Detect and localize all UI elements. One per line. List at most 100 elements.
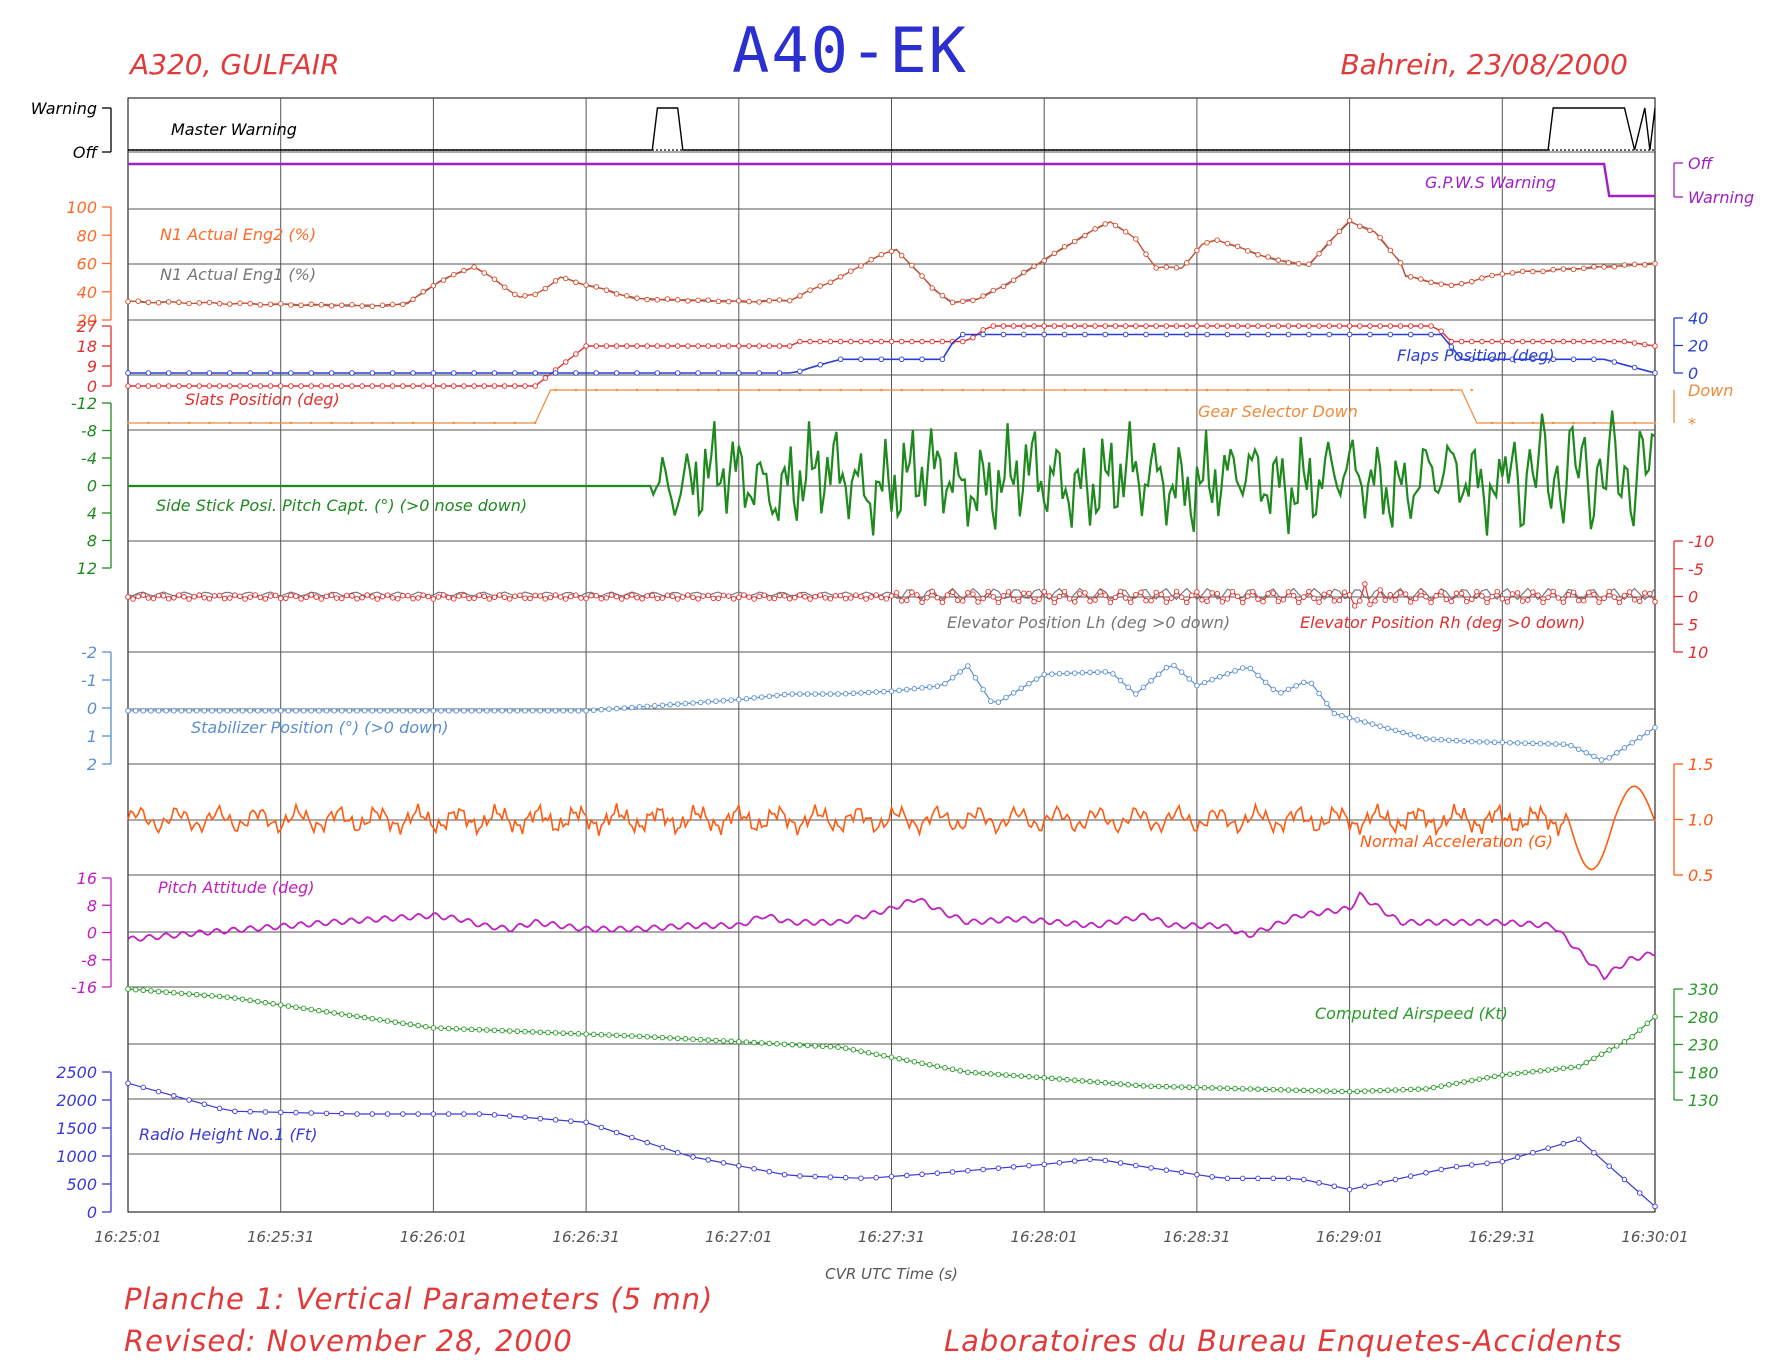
slats-marker (909, 338, 915, 345)
elevator-rh-marker (1596, 599, 1602, 605)
airspeed-marker (522, 1028, 528, 1035)
gear-marker (1083, 388, 1087, 392)
airspeed-marker (1507, 1071, 1513, 1077)
stabilizer-marker (1247, 665, 1254, 672)
slats-marker (1631, 340, 1638, 346)
elevator-rh-marker (1642, 590, 1648, 596)
gear-marker (1185, 388, 1188, 392)
sidestick-tick-label: 0 (87, 477, 97, 496)
n1-eng2-marker (1143, 251, 1149, 257)
airspeed-marker (247, 997, 253, 1004)
stabilizer-marker (163, 708, 169, 714)
n1-eng2-marker (1489, 272, 1495, 279)
slats-marker (522, 383, 528, 389)
slats-marker (359, 383, 365, 389)
n1-eng2-marker (1601, 264, 1607, 270)
airspeed-marker (1583, 1059, 1590, 1066)
airspeed-marker (1644, 1020, 1651, 1027)
stabilizer-marker (1545, 741, 1551, 747)
n1-eng2-marker (878, 251, 885, 258)
airspeed-marker (300, 1005, 307, 1012)
n1-eng2-marker (1021, 269, 1027, 276)
radio-height-marker (1255, 1175, 1261, 1182)
n1-eng2-marker (1611, 264, 1618, 270)
stabilizer-marker (423, 708, 429, 714)
n1-eng2-marker (970, 297, 976, 304)
airspeed-marker (499, 1027, 505, 1034)
airspeed-marker (1163, 1083, 1170, 1090)
airspeed-marker (1270, 1086, 1276, 1093)
radio-height-marker (1545, 1145, 1551, 1151)
elevator-rh-marker (1530, 589, 1536, 595)
aircraft-label: A320, GULFAIR (130, 48, 340, 81)
stabilizer-marker (1339, 712, 1345, 719)
elevator-rh-marker (267, 593, 274, 599)
airspeed-marker (713, 1037, 719, 1044)
elevator-rh-marker (1397, 589, 1404, 596)
elevator-rh-marker (990, 594, 997, 600)
elevator-rh-marker (374, 596, 381, 602)
gear-marker (635, 388, 639, 392)
slats-marker (746, 343, 752, 349)
flaps-marker (552, 370, 559, 376)
slats-marker (298, 383, 304, 389)
n1-eng2-marker (339, 302, 345, 308)
radio-height-marker (308, 1110, 314, 1116)
airspeed-marker (1102, 1080, 1109, 1086)
elevator-rh-marker (756, 593, 762, 600)
airspeed-marker (995, 1071, 1002, 1078)
elevator-rh-marker (130, 596, 136, 602)
stabilizer-marker (1415, 733, 1422, 740)
airspeed-marker (1514, 1070, 1521, 1077)
stabilizer-marker (1293, 683, 1299, 689)
airspeed-marker (1293, 1087, 1299, 1093)
n1-eng2-marker (919, 273, 925, 279)
n1-eng2-marker (1631, 261, 1638, 268)
gear-marker (1043, 388, 1046, 392)
slats-tick-label: 27 (77, 317, 98, 336)
slats-marker (613, 343, 620, 349)
elevator-rh-marker (547, 594, 554, 601)
flaps-marker (410, 370, 416, 376)
elevator-rh-marker (832, 592, 839, 599)
elevator-rh-marker (1423, 594, 1429, 600)
elevator-rh-marker (216, 592, 223, 599)
gear-marker (452, 421, 455, 425)
flaps-marker (1550, 356, 1556, 363)
elevator-rh-marker (1041, 589, 1047, 595)
slats-marker (288, 383, 294, 389)
elevator-rh-marker (501, 594, 508, 601)
airspeed-marker (1301, 1087, 1307, 1094)
gear-marker (981, 388, 985, 392)
n1-eng2-marker (613, 291, 620, 297)
elevator-rh-marker (914, 592, 920, 598)
elevator-rh-marker (339, 595, 345, 602)
radio-height-marker (155, 1088, 162, 1095)
radio-height-marker (1407, 1173, 1414, 1179)
airspeed-marker (1591, 1055, 1597, 1062)
elevator-rh-marker (145, 595, 152, 601)
n1-eng2-marker (573, 279, 579, 286)
elevator-rh-marker (939, 599, 946, 606)
stabilizer-marker (980, 686, 986, 693)
n1-eng2-marker (1519, 268, 1526, 275)
elevator-rh-marker (1010, 596, 1017, 603)
radio-height-marker (659, 1144, 666, 1151)
x-axis-label: CVR UTC Time (s) (825, 1265, 958, 1283)
radio-height-marker (1530, 1149, 1536, 1156)
elevator-rh-marker (904, 597, 910, 604)
airspeed-marker (171, 989, 177, 996)
elevator-rh-marker (1565, 591, 1572, 598)
gear-marker (574, 388, 578, 392)
slats-marker (725, 343, 732, 349)
airspeed-marker (476, 1026, 482, 1033)
radio-height-marker (1621, 1176, 1628, 1183)
n1-eng2-marker (1336, 228, 1343, 235)
stabilizer-marker (629, 704, 635, 711)
sidestick-pitch-line (128, 410, 1656, 536)
stabilizer-marker (1469, 738, 1475, 745)
stabilizer-marker (1255, 672, 1261, 679)
elevator-rh-marker (1474, 589, 1480, 595)
elevator-rh-marker (1377, 587, 1383, 593)
stabilizer-marker (476, 708, 482, 714)
